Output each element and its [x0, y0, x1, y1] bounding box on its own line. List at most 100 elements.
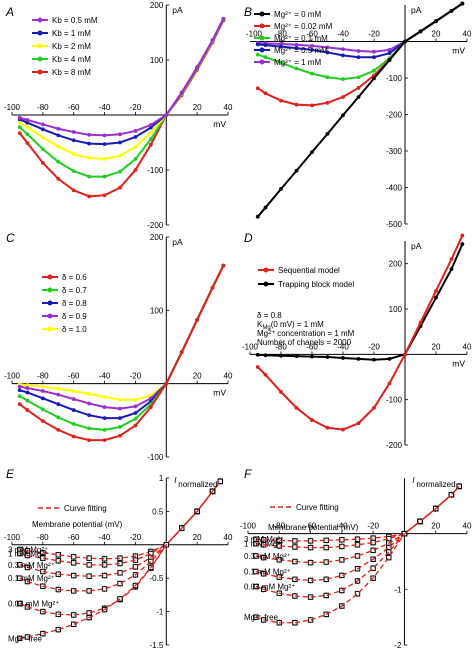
data-point — [370, 547, 376, 554]
data-point — [434, 19, 438, 23]
y-unit-label: pA — [172, 5, 183, 15]
data-point — [210, 285, 215, 290]
series-line — [19, 18, 225, 146]
data-point — [195, 65, 200, 70]
series-label: 1 mM Mg²⁺ — [8, 549, 48, 558]
legend-entry: Trapping block model — [278, 280, 354, 289]
data-point — [25, 141, 30, 145]
data-point — [263, 91, 268, 96]
y-tick-label: 1 — [159, 474, 164, 483]
data-point — [339, 572, 345, 579]
data-point — [263, 43, 268, 48]
series-label: Mg²⁺ free — [244, 613, 279, 622]
data-point — [418, 29, 423, 34]
panel-E: E -100 -80 -60 -40 -20 20 40 1 0.5 -0.5 -1 -1.5 3 mM … — [4, 467, 233, 650]
panel-B: B -80 -60 -40 -20 20 40 -100 -100 -200 -300 -400 -50… — [244, 1, 472, 229]
data-point — [133, 423, 138, 428]
y-unit-label: pA — [172, 237, 183, 247]
x-unit-label: mV — [213, 119, 226, 129]
data-point — [133, 404, 138, 409]
y-unit-label: pA — [411, 5, 422, 15]
legend-marker — [37, 17, 43, 23]
data-point — [310, 71, 314, 76]
data-point — [133, 135, 138, 139]
legend-marker — [47, 300, 53, 306]
panel-A: A -100 -80 -60 -40 -20 20 40 200 100 -100 -200 mV pA K… — [4, 1, 233, 230]
data-point — [56, 427, 61, 432]
fit-curve — [255, 485, 460, 598]
data-point — [40, 135, 45, 140]
data-point — [17, 394, 22, 399]
data-point — [255, 52, 260, 57]
data-point — [71, 422, 76, 426]
fit-curve — [19, 480, 221, 566]
data-point — [17, 115, 22, 120]
y-tick-label: 200 — [389, 260, 403, 269]
data-point — [310, 354, 314, 359]
data-point — [118, 425, 122, 429]
x-tick-label: 20 — [431, 522, 440, 531]
data-point — [279, 390, 283, 394]
data-point — [179, 90, 184, 95]
data-point — [294, 354, 299, 359]
data-point — [417, 518, 423, 525]
data-point — [87, 426, 92, 431]
data-point — [56, 415, 61, 420]
y-tick-label: -200 — [386, 441, 403, 450]
data-point — [460, 233, 465, 238]
x-tick-label: -60 — [68, 533, 80, 542]
data-point — [71, 130, 76, 134]
data-point — [210, 38, 215, 43]
data-point — [148, 558, 154, 565]
x-tick-label: -80 — [37, 103, 49, 112]
x-tick-label: -80 — [275, 30, 287, 39]
data-point — [56, 133, 61, 138]
legend-entry: Mg²⁺ = 0.1 mM — [274, 34, 328, 43]
data-point — [17, 131, 22, 136]
data-point — [148, 137, 153, 142]
data-point — [118, 132, 122, 137]
legend-marker — [259, 23, 265, 29]
legend-marker — [259, 35, 265, 41]
legend-entry: Mg²⁺ = 1 mM — [274, 58, 321, 67]
panel-label: C — [6, 231, 15, 245]
data-point — [118, 140, 122, 145]
legend-marker — [37, 30, 43, 36]
data-point — [221, 16, 226, 21]
x-tick-label: 20 — [432, 30, 441, 39]
legend-entry: δ = 1.0 — [62, 325, 87, 334]
data-point — [325, 75, 330, 80]
x-tick-label: 20 — [193, 103, 202, 112]
data-point — [323, 592, 329, 599]
panel-label: A — [5, 5, 14, 19]
annotation-line: KMg(0 mV) = 1 mM — [257, 320, 324, 331]
data-point — [148, 142, 153, 147]
data-point — [310, 43, 314, 48]
series-label: 1 mM Mg²⁺ — [244, 540, 284, 549]
data-point — [403, 39, 407, 44]
legend-entry: Mg²⁺ = 0.5 mM — [274, 46, 328, 55]
legend-marker — [47, 313, 53, 319]
data-point — [56, 386, 61, 391]
data-point — [87, 174, 92, 179]
x-tick-label: 40 — [463, 522, 472, 531]
data-point — [310, 103, 314, 108]
y-tick-label: -100 — [386, 396, 403, 405]
fit-curve — [255, 485, 460, 624]
data-point — [164, 381, 169, 386]
x-tick-label: -60 — [68, 103, 80, 112]
data-point — [195, 317, 200, 322]
legend-entry: Kb = 8 mM — [52, 68, 91, 77]
data-point — [294, 42, 299, 47]
series-line — [19, 18, 225, 161]
data-point — [25, 118, 30, 122]
data-point — [325, 100, 330, 105]
x-tick-label: -100 — [4, 372, 21, 381]
data-point — [71, 434, 76, 439]
data-point — [133, 397, 138, 402]
data-point — [56, 159, 61, 164]
x-tick-label: -20 — [367, 522, 379, 531]
data-point — [56, 144, 61, 149]
data-point — [40, 127, 45, 132]
x-tick-label: -100 — [4, 103, 21, 112]
